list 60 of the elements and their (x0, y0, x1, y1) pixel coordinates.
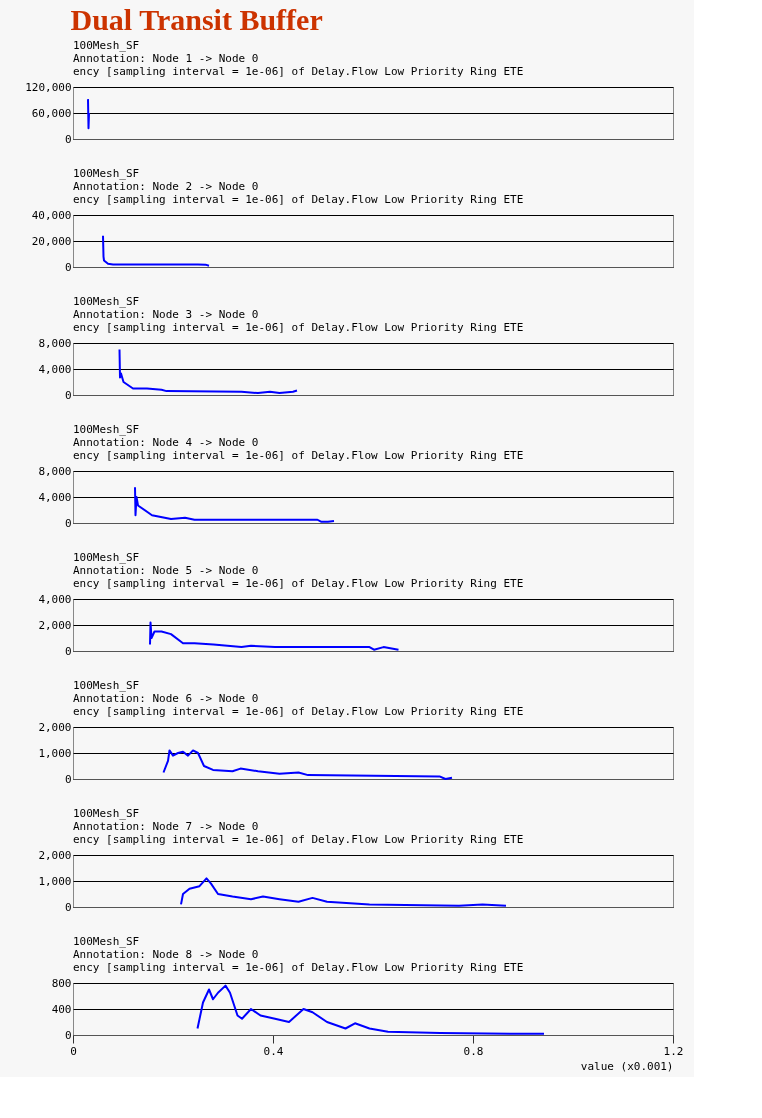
line-series (149, 621, 400, 651)
y-tick-label: 0 (64, 132, 72, 146)
text: ency [sampling interval = 1e-06] of Delay.Flow Low Priority Ring ETE (73, 65, 524, 78)
y-tick-label: 0 (64, 772, 72, 786)
y-tick-label: 2,000 (38, 720, 72, 734)
chart-title: 100Mesh_SF (73, 295, 140, 308)
text: ency [sampling interval = 1e-06] of Delay.Flow Low Priority Ring ETE (73, 577, 524, 590)
text: ency [sampling interval = 1e-06] of Delay.Flow Low Priority Ring ETE (73, 961, 524, 974)
chart-title: 100Mesh_SF (73, 39, 140, 52)
y-tick-label: 0 (64, 900, 72, 914)
y-tick-label: 1,000 (38, 746, 72, 760)
chart-subtitle: Annotation: Node 4 -> Node 0 (73, 436, 259, 449)
chart-subtitle: Annotation: Node 7 -> Node 0 (73, 820, 259, 833)
y-tick-label: 40,000 (31, 208, 72, 222)
chart-subtitle: Annotation: Node 2 -> Node 0 (73, 180, 259, 193)
y-tick-label: 800 (51, 976, 72, 990)
text: ency [sampling interval = 1e-06] of Delay.Flow Low Priority Ring ETE (73, 705, 524, 718)
chart-title: 100Mesh_SF (73, 167, 140, 180)
chart-title: 100Mesh_SF (73, 679, 140, 692)
y-tick-label: 2,000 (38, 618, 72, 632)
y-tick-label: 60,000 (31, 106, 72, 120)
chart-subtitle: Annotation: Node 6 -> Node 0 (73, 692, 259, 705)
chart-subtitle: Annotation: Node 8 -> Node 0 (73, 948, 259, 961)
line-series (196, 984, 545, 1035)
y-tick-label: 4,000 (38, 362, 72, 376)
y-tick-label: 20,000 (31, 234, 72, 248)
y-tick-label: 0 (64, 516, 72, 530)
y-tick-label: 8,000 (38, 336, 72, 350)
text: ency [sampling interval = 1e-06] of Delay.Flow Low Priority Ring ETE (73, 833, 524, 846)
y-tick-label: 4,000 (38, 490, 72, 504)
text: ency [sampling interval = 1e-06] of Delay.Flow Low Priority Ring ETE (73, 449, 524, 462)
y-tick-label: 400 (51, 1002, 72, 1016)
line-series (162, 749, 453, 780)
y-tick-label: 0 (64, 644, 72, 658)
chart-subtitle: Annotation: Node 3 -> Node 0 (73, 308, 259, 321)
y-tick-label: 4,000 (38, 592, 72, 606)
y-tick-label: 1,000 (38, 874, 72, 888)
y-tick-label: 120,000 (25, 80, 72, 94)
line-series (118, 348, 298, 395)
chart-subtitle: Annotation: Node 1 -> Node 0 (73, 52, 259, 65)
text: ency [sampling interval = 1e-06] of Delay.Flow Low Priority Ring ETE (73, 193, 524, 206)
text: ency [sampling interval = 1e-06] of Delay.Flow Low Priority Ring ETE (73, 321, 524, 334)
y-tick-label: 2,000 (38, 848, 72, 862)
x-tick-label: 0.8 (463, 1044, 484, 1058)
line-series (134, 486, 335, 523)
y-tick-label: 8,000 (38, 464, 72, 478)
chart-title: 100Mesh_SF (73, 935, 140, 948)
chart-title: 100Mesh_SF (73, 423, 140, 436)
chart-title: 100Mesh_SF (73, 807, 140, 820)
line-series (180, 877, 507, 907)
x-tick-label: 1.2 (663, 1044, 684, 1058)
chart-title: 100Mesh_SF (73, 551, 140, 564)
chart-subtitle: Annotation: Node 5 -> Node 0 (73, 564, 259, 577)
line-series (102, 234, 210, 267)
x-tick-label: 0.4 (263, 1044, 284, 1058)
y-tick-label: 0 (64, 260, 72, 274)
y-tick-label: 0 (64, 1028, 72, 1042)
text: Dual Transit Buffer (70, 2, 323, 36)
x-axis-title: value (x0.001) (580, 1059, 674, 1073)
y-tick-label: 0 (64, 388, 72, 402)
